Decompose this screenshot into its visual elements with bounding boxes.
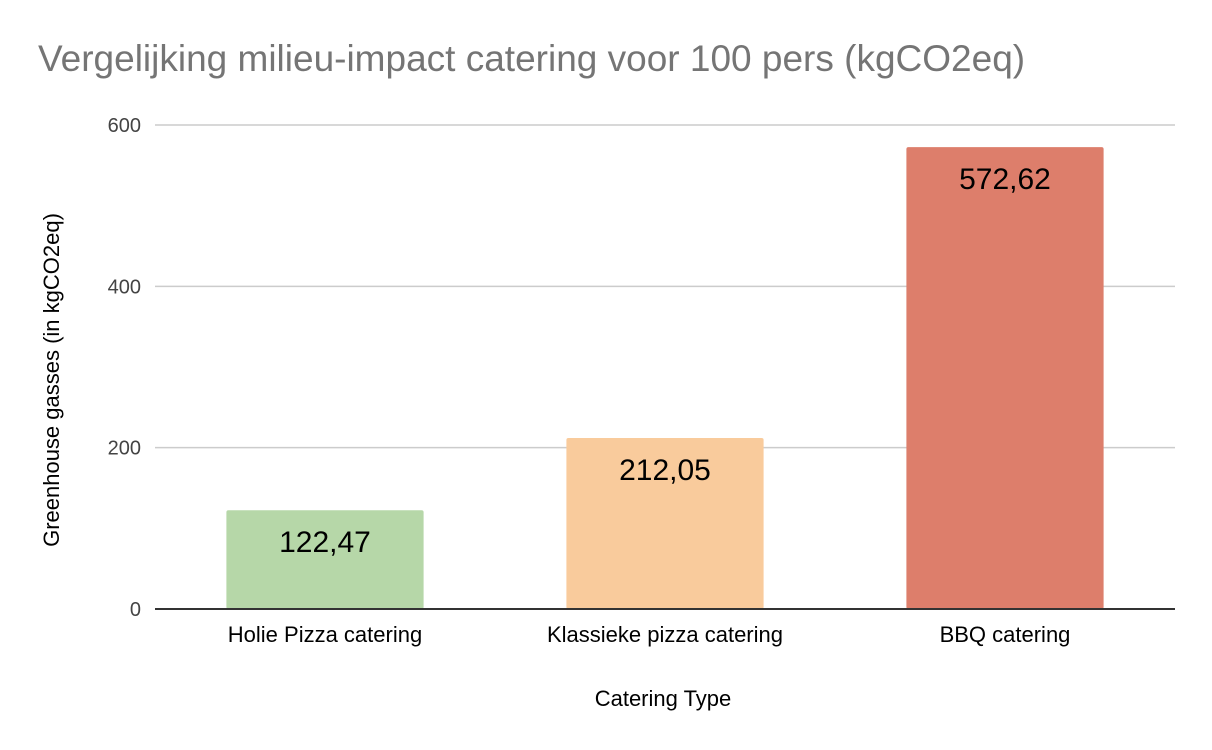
- y-tick-label: 200: [108, 438, 141, 460]
- y-axis-title: Greenhouse gasses (in kgCO2eq): [39, 213, 64, 547]
- x-tick-label: BBQ catering: [940, 622, 1071, 647]
- x-tick-label: Holie Pizza catering: [228, 622, 422, 647]
- bar-data-label: 212,05: [619, 454, 711, 487]
- bars: 122,47 212,05 572,62: [226, 147, 1104, 609]
- bar-data-label: 122,47: [279, 526, 371, 559]
- y-tick-label: 400: [108, 276, 141, 298]
- x-tick-label: Klassieke pizza catering: [547, 622, 783, 647]
- bar: [566, 437, 764, 609]
- bar-data-label: 572,62: [959, 163, 1051, 196]
- y-tick-label: 0: [130, 599, 141, 621]
- chart-title: Vergelijking milieu-impact catering voor…: [38, 38, 1026, 79]
- y-tick-label: 600: [108, 115, 141, 137]
- x-axis-title: Catering Type: [595, 686, 732, 711]
- axes: 0 200 400 600 Holie Pizza catering Klassieke …: [108, 115, 1175, 647]
- bar: [906, 147, 1104, 609]
- bar: [226, 510, 424, 609]
